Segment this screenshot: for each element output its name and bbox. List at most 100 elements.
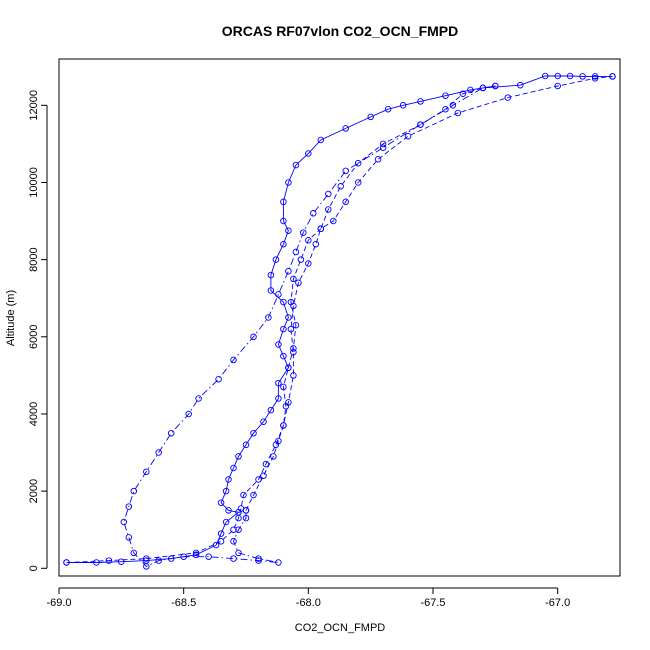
data-point (275, 341, 282, 348)
data-point (275, 437, 282, 445)
data-point (230, 356, 237, 364)
data-point (280, 298, 287, 306)
data-point (125, 534, 133, 541)
data-point (305, 260, 312, 267)
data-point (272, 256, 280, 263)
data-point (285, 364, 292, 371)
data-point (217, 499, 225, 506)
data-point (310, 210, 317, 217)
data-point (205, 553, 212, 560)
data-point (225, 507, 232, 514)
series-line-dashed (66, 85, 496, 563)
data-point (230, 526, 237, 533)
data-point (180, 553, 187, 560)
data-point (384, 105, 392, 113)
data-point (379, 144, 387, 151)
data-point (262, 460, 270, 468)
data-point (591, 73, 599, 80)
y-axis: 0 2000 4000 6000 8000 10000 12000 (28, 90, 48, 571)
data-point (217, 530, 225, 537)
data-point (417, 98, 424, 105)
data-point (222, 487, 230, 495)
data-point (295, 279, 302, 287)
data-point (275, 395, 282, 402)
data-point (282, 402, 290, 410)
data-point (290, 372, 297, 379)
data-point (292, 321, 300, 329)
x-tick-label: -68.0 (296, 597, 321, 609)
x-axis: -69.0 -68.5 -68.0 -67.5 -67.0 (46, 587, 570, 609)
data-point (265, 314, 272, 321)
data-point (566, 72, 574, 80)
data-point (342, 198, 349, 206)
data-point (492, 82, 499, 90)
data-point (591, 75, 599, 82)
data-point (305, 150, 312, 157)
data-point (374, 156, 382, 163)
x-axis-label: CO2_OCN_FMPD (295, 622, 386, 634)
y-tick-label: 6000 (28, 325, 40, 349)
data-point (280, 352, 287, 360)
x-tick-label: -68.5 (171, 597, 196, 609)
data-point (449, 102, 457, 109)
data-point (554, 82, 561, 90)
data-point (185, 410, 192, 418)
data-point (167, 429, 175, 437)
data-point (300, 229, 307, 236)
data-point (217, 538, 225, 545)
data-point (275, 291, 282, 298)
data-point (230, 538, 237, 545)
data-point (280, 217, 287, 225)
data-point (275, 559, 282, 566)
data-point (192, 549, 200, 557)
data-point (143, 468, 150, 476)
data-point (225, 476, 232, 483)
x-tick-label: -67.0 (545, 597, 570, 609)
data-point (250, 429, 257, 437)
data-point (280, 383, 287, 391)
data-point (143, 563, 150, 570)
data-point (442, 92, 449, 99)
data-point (267, 271, 275, 279)
data-point (325, 206, 332, 213)
data-point (255, 555, 262, 562)
plot-frame (58, 58, 621, 577)
data-point (317, 136, 325, 144)
data-point (579, 73, 586, 80)
data-point (63, 559, 70, 566)
data-point (192, 551, 200, 559)
data-point (93, 559, 100, 566)
data-point (120, 518, 128, 526)
data-point (342, 167, 349, 175)
data-point (312, 240, 320, 248)
data-point (479, 84, 487, 92)
data-point (442, 105, 449, 113)
x-tick-label: -67.5 (420, 597, 445, 609)
data-point (242, 507, 250, 514)
data-point (215, 375, 222, 383)
x-tick-label: -69.0 (46, 597, 71, 609)
data-point (143, 555, 150, 562)
y-tick-label: 10000 (28, 167, 40, 198)
y-axis-label: Altitude (m) (5, 290, 17, 346)
data-point (270, 453, 277, 460)
data-point (155, 557, 162, 564)
data-point (330, 217, 337, 225)
data-point (275, 379, 282, 387)
data-point (235, 453, 242, 460)
data-point (280, 198, 287, 206)
data-point (255, 557, 262, 564)
data-point (305, 237, 312, 244)
data-point (230, 555, 237, 562)
data-point (105, 557, 113, 564)
y-tick-label: 8000 (28, 247, 40, 271)
data-point (297, 256, 305, 263)
data-point (235, 514, 242, 522)
series-layer (63, 72, 616, 570)
y-tick-label: 4000 (28, 402, 40, 426)
data-point (280, 325, 287, 333)
series-line-dashdot (123, 85, 496, 567)
chart-title: ORCAS RF07vlon CO2_OCN_FMPD (222, 23, 458, 39)
data-point (235, 526, 242, 533)
data-point (399, 102, 407, 109)
